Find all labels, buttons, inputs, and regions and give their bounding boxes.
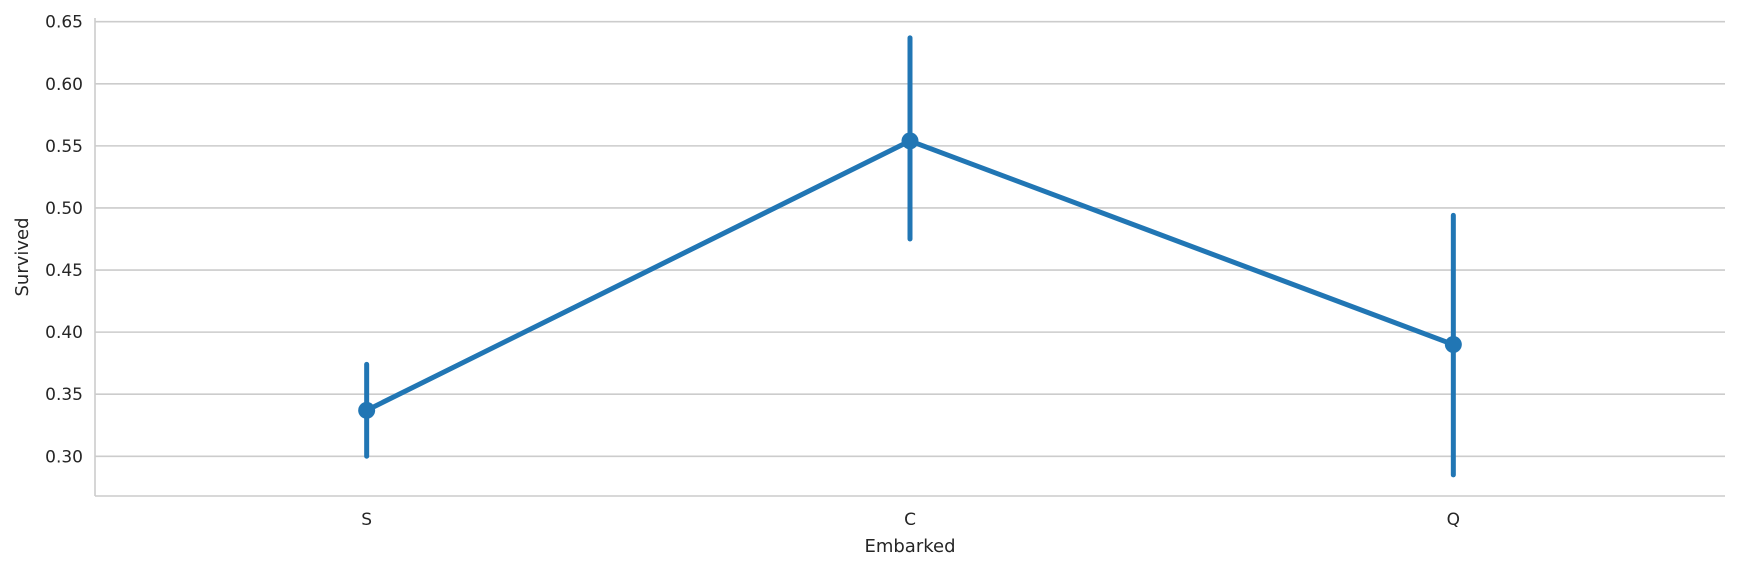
x-tick-label: Q xyxy=(1447,510,1460,530)
data-point xyxy=(1444,336,1462,354)
y-tick-label: 0.30 xyxy=(45,447,83,467)
y-axis-label: Survived xyxy=(12,217,33,296)
axes-spines xyxy=(94,18,1725,497)
y-tick-label: 0.45 xyxy=(45,261,83,281)
y-tick-label: 0.60 xyxy=(45,75,83,95)
y-tick-label: 0.55 xyxy=(45,137,83,157)
data-point xyxy=(901,132,919,150)
data-point xyxy=(358,401,376,419)
error-bars xyxy=(364,35,1456,478)
x-tick-label: S xyxy=(361,510,372,530)
x-axis-label: Embarked xyxy=(864,536,955,557)
series-points xyxy=(358,132,1462,419)
y-tick-label: 0.35 xyxy=(45,385,83,405)
x-tick-label: C xyxy=(904,510,916,530)
y-tick-labels: 0.30 0.35 0.40 0.45 0.50 0.55 0.60 0.65 xyxy=(45,13,83,468)
y-tick-label: 0.40 xyxy=(45,323,83,343)
y-tick-label: 0.65 xyxy=(45,13,83,33)
y-tick-label: 0.50 xyxy=(45,199,83,219)
